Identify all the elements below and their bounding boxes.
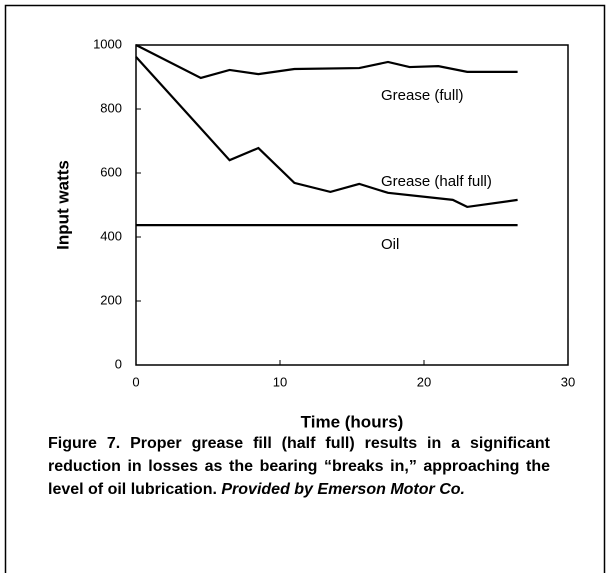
x-tick-label: 30 [561,374,575,389]
credit: Provided by Emerson Motor Co. [221,481,465,498]
x-tick-label: 10 [273,374,287,389]
y-tick-label: 400 [100,228,122,243]
series-label: Grease (half full) [381,173,492,190]
y-tick-label: 600 [100,164,122,179]
y-tick-label: 200 [100,292,122,307]
y-tick-label: 1000 [93,36,122,51]
y-axis-label: Input watts [53,160,72,250]
caption: Figure 7. Proper grease fill (half full)… [48,432,550,501]
caption-text: Figure 7. Proper grease fill (half full)… [48,435,550,498]
x-tick-label: 0 [132,374,139,389]
series-label: Grease (full) [381,87,464,104]
x-axis-label: Time (hours) [301,412,404,431]
plot-frame [135,44,569,366]
line [135,56,518,209]
frame [4,4,606,573]
series-label: Oil [381,236,399,253]
line [135,44,518,80]
y-tick-label: 800 [100,100,122,115]
y-tick-label: 0 [115,356,122,371]
x-tick-label: 20 [417,374,431,389]
